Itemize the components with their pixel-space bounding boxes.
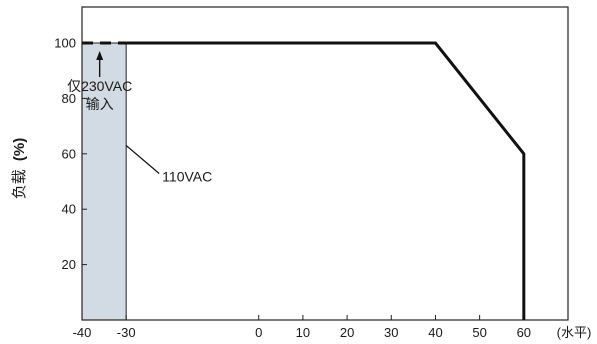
y-axis-label-text: 负载	[11, 169, 28, 199]
x-tick-label: 50	[472, 325, 486, 340]
shaded-region	[81, 42, 127, 321]
annotation-layer: 仅230VAC 输入 110VAC	[67, 51, 212, 184]
y-axis-label: 负载 (%)	[11, 138, 28, 200]
series-layer	[82, 41, 526, 320]
x-tick-label: 40	[428, 325, 442, 340]
y-axis-label-unit: (%)	[11, 138, 28, 161]
y-tick-label: 60	[62, 146, 76, 161]
x-axis-label: (水平)	[557, 325, 592, 340]
x-tick-label: 60	[517, 325, 531, 340]
y-axis: 20 40 60 80 100	[54, 36, 87, 272]
annotation-230vac-label: 仅230VAC	[67, 78, 132, 94]
x-tick-label: 0	[255, 325, 262, 340]
annotation-230vac-label: 输入	[86, 96, 114, 112]
x-tick-label: -30	[117, 325, 136, 340]
x-tick-label: 30	[384, 325, 398, 340]
series-line-solid	[126, 41, 526, 320]
plot-shade-layer	[81, 42, 127, 321]
plot-frame	[81, 6, 569, 321]
y-tick-label: 20	[62, 257, 76, 272]
svg-text:负载 (%): 负载 (%)	[11, 138, 28, 200]
y-tick-label: 40	[62, 202, 76, 217]
annotation-110vac-label: 110VAC	[162, 168, 212, 184]
y-tick-label: 80	[62, 91, 76, 106]
annotation-arrowhead	[96, 51, 104, 61]
x-axis: -40 -30 0 10 20 30 40 50 60	[73, 315, 531, 340]
y-tick-label: 100	[54, 36, 76, 51]
x-tick-label: 10	[296, 325, 310, 340]
x-tick-label: -40	[73, 325, 92, 340]
annotation-leader-line	[125, 145, 160, 174]
x-tick-label: 20	[340, 325, 354, 340]
